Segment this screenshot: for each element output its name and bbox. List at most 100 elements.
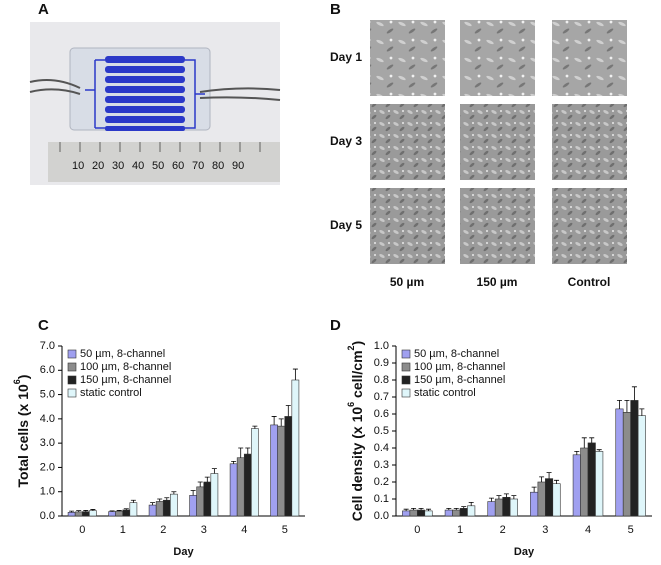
bar <box>452 509 461 517</box>
y-tick-label: 1.0 <box>374 340 389 352</box>
error-bar <box>624 400 630 413</box>
bar <box>459 508 468 517</box>
row-label: Day 3 <box>330 134 362 148</box>
svg-text:20: 20 <box>92 160 104 172</box>
bar <box>417 509 426 517</box>
y-axis-label-part: 6 <box>12 379 22 384</box>
y-tick-label: 3.0 <box>40 437 55 449</box>
error-bar <box>446 507 452 511</box>
error-bar <box>488 497 494 502</box>
x-tick-label: 3 <box>201 524 207 536</box>
bar <box>251 428 259 517</box>
micrograph-grid <box>370 20 627 264</box>
bar <box>81 511 90 517</box>
svg-text:60: 60 <box>172 160 184 172</box>
bar <box>409 509 418 517</box>
error-bar <box>204 476 210 482</box>
bar <box>270 424 278 517</box>
error-bar <box>616 400 622 409</box>
error-bar <box>554 479 560 484</box>
bar <box>530 491 539 517</box>
bar <box>284 416 293 517</box>
legend-swatch <box>67 362 77 372</box>
legend-label: static control <box>80 387 142 399</box>
error-bar <box>245 447 251 455</box>
y-tick-label: 0.2 <box>374 476 389 488</box>
error-bar <box>69 510 75 513</box>
bar <box>587 442 596 517</box>
bar <box>494 498 503 517</box>
bar <box>243 453 252 517</box>
y-tick-label: 0.0 <box>40 510 55 522</box>
error-bar <box>426 508 432 511</box>
error-bar <box>589 437 595 443</box>
bar <box>291 379 300 517</box>
y-tick-label: 0.4 <box>374 442 389 454</box>
legend-swatch <box>401 375 411 385</box>
y-tick-label: 0.1 <box>374 493 389 505</box>
x-tick-label: 5 <box>282 524 288 536</box>
error-bar <box>581 437 587 448</box>
y-axis-label-part: cell/cm <box>349 350 365 401</box>
error-bar <box>411 507 417 511</box>
y-tick-label: 0.7 <box>374 391 389 403</box>
y-axis-label: Cell density (x 106 cell/cm2) <box>346 341 364 521</box>
x-axis-label: Day <box>173 546 194 558</box>
bar <box>552 483 561 517</box>
svg-text:30: 30 <box>112 160 124 172</box>
legend-label: 50 µm, 8-channel <box>80 348 165 360</box>
y-tick-label: 2.0 <box>40 461 55 473</box>
bar <box>444 509 453 517</box>
x-tick-label: 1 <box>120 524 126 536</box>
svg-text:50: 50 <box>152 160 164 172</box>
error-bar <box>157 498 163 502</box>
legend-swatch <box>67 375 77 385</box>
legend-label: 150 µm, 8-channel <box>80 374 171 386</box>
y-tick-label: 1.0 <box>40 486 55 498</box>
error-bar <box>130 499 136 503</box>
error-bar <box>639 408 645 416</box>
legend-label: 100 µm, 8-channel <box>414 361 505 373</box>
bar <box>129 502 138 517</box>
error-bar <box>453 507 459 511</box>
y-axis-label-part: Cell density (x 10 <box>349 407 365 522</box>
error-bar <box>164 497 170 501</box>
x-tick-label: 4 <box>585 524 591 536</box>
error-bar <box>83 510 89 512</box>
y-tick-label: 7.0 <box>40 340 55 352</box>
error-bar <box>197 481 203 487</box>
error-bar <box>546 472 552 479</box>
error-bar <box>76 510 82 512</box>
bar <box>122 509 131 517</box>
legend-label: 100 µm, 8-channel <box>80 361 171 373</box>
bar <box>229 463 238 517</box>
bar <box>196 486 205 517</box>
bar <box>424 510 433 517</box>
error-bar <box>531 486 537 493</box>
error-bar <box>190 490 196 496</box>
error-bar <box>123 508 129 510</box>
error-bar <box>116 510 122 512</box>
row-label: Day 1 <box>330 50 362 64</box>
row-label: Day 5 <box>330 218 362 232</box>
error-bar <box>631 386 637 401</box>
bar <box>189 495 197 517</box>
bar <box>487 501 496 517</box>
legend-swatch <box>67 388 77 398</box>
x-tick-label: 4 <box>241 524 247 536</box>
bar <box>572 454 581 517</box>
svg-text:80: 80 <box>212 160 224 172</box>
error-bar <box>90 509 96 511</box>
bar <box>537 481 546 517</box>
error-bar <box>539 476 545 482</box>
y-tick-label: 4.0 <box>40 413 55 425</box>
x-tick-label: 1 <box>457 524 463 536</box>
y-tick-label: 0.3 <box>374 459 389 471</box>
panel-label: C <box>38 317 49 334</box>
error-bar <box>150 502 156 506</box>
bar <box>89 510 97 517</box>
y-axis-label: Total cells (x 106) <box>12 375 30 488</box>
bar <box>630 400 639 517</box>
y-tick-label: 0.8 <box>374 374 389 386</box>
bar <box>545 478 554 517</box>
